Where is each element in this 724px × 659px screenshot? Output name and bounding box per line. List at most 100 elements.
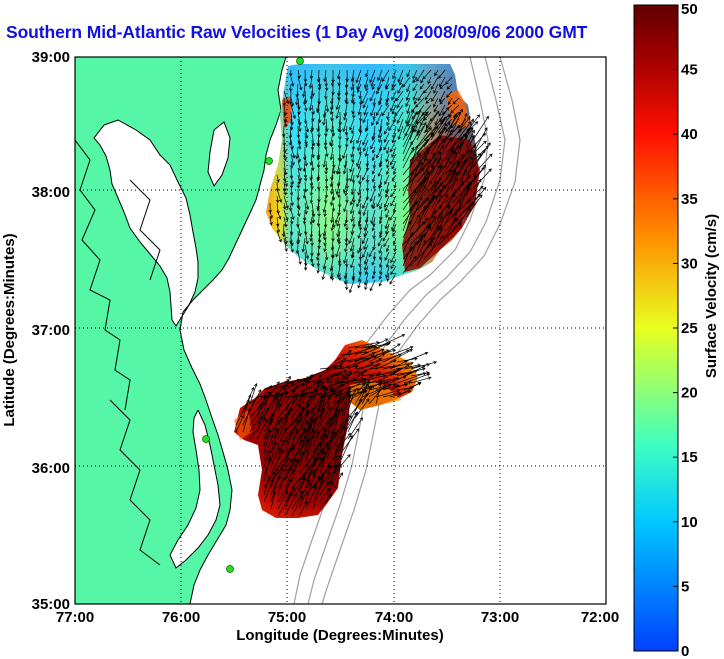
x-tick-label: 74:00 xyxy=(375,609,413,626)
velocity-arrow xyxy=(363,258,369,271)
velocity-arrow xyxy=(409,109,422,141)
velocity-arrow xyxy=(277,446,294,468)
velocity-arrow xyxy=(289,181,294,189)
velocity-arrow xyxy=(337,167,342,175)
velocity-arrow xyxy=(323,237,327,247)
velocity-arrow xyxy=(322,258,327,270)
velocity-arrow xyxy=(312,399,324,419)
velocity-arrow xyxy=(416,239,427,260)
velocity-arrow xyxy=(349,167,355,182)
velocity-arrow xyxy=(430,189,442,211)
velocity-arrow xyxy=(396,111,404,124)
velocity-arrow xyxy=(312,456,323,482)
velocity-arrow xyxy=(326,358,347,370)
velocity-arrow xyxy=(332,153,336,169)
velocity-arrow xyxy=(333,454,351,475)
velocity-arrow xyxy=(364,265,369,276)
velocity-arrow xyxy=(357,209,362,225)
velocity-arrow xyxy=(376,104,383,117)
velocity-arrow xyxy=(356,167,362,179)
velocity-arrow xyxy=(338,132,342,141)
velocity-arrow xyxy=(378,132,383,144)
x-axis: 77:00 76:00 75:00 74:00 73:00 72:00 Long… xyxy=(56,609,619,644)
velocity-arrow xyxy=(416,226,432,246)
velocity-arrow xyxy=(361,371,382,377)
velocity-arrow xyxy=(312,407,325,426)
velocity-arrow xyxy=(348,279,355,294)
velocity-arrow xyxy=(326,376,350,384)
colorbar-tick-label: 20 xyxy=(681,385,698,402)
velocity-arrow xyxy=(283,90,290,105)
velocity-arrow xyxy=(409,138,429,162)
velocity-arrow xyxy=(288,132,293,146)
velocity-arrow xyxy=(291,494,303,517)
velocity-arrow xyxy=(416,132,435,155)
velocity-arrow xyxy=(372,97,376,107)
velocity-arrow xyxy=(325,251,329,261)
velocity-arrow xyxy=(385,83,390,90)
velocity-arrow xyxy=(284,459,294,482)
velocity-arrow xyxy=(335,97,341,110)
velocity-arrow xyxy=(270,429,279,454)
velocity-arrow xyxy=(323,209,327,218)
velocity-arrow xyxy=(375,111,383,126)
velocity-arrow xyxy=(312,374,322,405)
velocity-arrow xyxy=(319,487,330,503)
velocity-arrow xyxy=(311,132,316,147)
velocity-arrow xyxy=(391,216,397,231)
velocity-arrow xyxy=(362,97,369,109)
velocity-arrow xyxy=(302,216,307,225)
velocity-arrow xyxy=(354,346,372,356)
velocity-arrow xyxy=(379,202,383,210)
velocity-arrow xyxy=(388,118,397,132)
velocity-arrow xyxy=(397,83,404,94)
velocity-arrow xyxy=(377,167,383,177)
velocity-arrow xyxy=(409,197,430,218)
velocity-arrow xyxy=(276,230,282,243)
velocity-arrow xyxy=(465,129,475,148)
velocity-arrow xyxy=(298,379,310,405)
velocity-arrow xyxy=(424,90,432,101)
velocity-arrow xyxy=(329,174,334,188)
velocity-arrow xyxy=(316,265,320,274)
velocity-arrow xyxy=(437,222,462,246)
colorbar-tick-label: 5 xyxy=(681,578,689,595)
velocity-arrow xyxy=(249,394,269,419)
velocity-arrow xyxy=(319,362,344,377)
velocity-arrow xyxy=(277,383,306,398)
velocity-arrow xyxy=(402,146,415,169)
velocity-arrow xyxy=(385,244,390,253)
y-tick-label: 38:00 xyxy=(32,184,70,201)
velocity-arrow xyxy=(386,118,390,127)
velocity-arrow xyxy=(324,181,329,190)
velocity-arrow xyxy=(433,97,439,108)
velocity-arrow xyxy=(439,90,446,103)
velocity-arrow xyxy=(438,104,446,117)
velocity-arrow xyxy=(263,475,271,496)
velocity-arrow xyxy=(326,388,334,412)
velocity-arrow xyxy=(289,69,293,77)
velocity-arrow xyxy=(355,69,362,84)
velocity-arrow xyxy=(325,97,330,113)
velocity-arrow xyxy=(430,135,441,155)
velocity-arrow xyxy=(430,76,439,90)
velocity-arrow xyxy=(402,171,415,197)
velocity-arrow xyxy=(316,104,320,114)
velocity-arrow xyxy=(298,384,326,391)
velocity-arrow xyxy=(263,479,274,503)
velocity-arrow xyxy=(357,139,362,152)
velocity-arrow xyxy=(242,394,252,419)
velocity-arrow xyxy=(371,174,376,183)
velocity-arrow xyxy=(284,485,295,510)
velocity-arrow xyxy=(263,411,275,433)
velocity-arrow xyxy=(361,167,369,181)
velocity-arrow xyxy=(342,160,348,175)
velocity-arrow xyxy=(304,230,309,245)
velocity-arrow xyxy=(343,251,348,264)
velocity-arrow xyxy=(308,76,313,89)
velocity-arrow xyxy=(319,406,332,426)
velocity-arrow xyxy=(356,83,362,93)
colorbar-tick-label: 30 xyxy=(681,255,698,272)
velocity-arrow xyxy=(434,69,439,77)
velocity-arrow xyxy=(270,427,279,447)
